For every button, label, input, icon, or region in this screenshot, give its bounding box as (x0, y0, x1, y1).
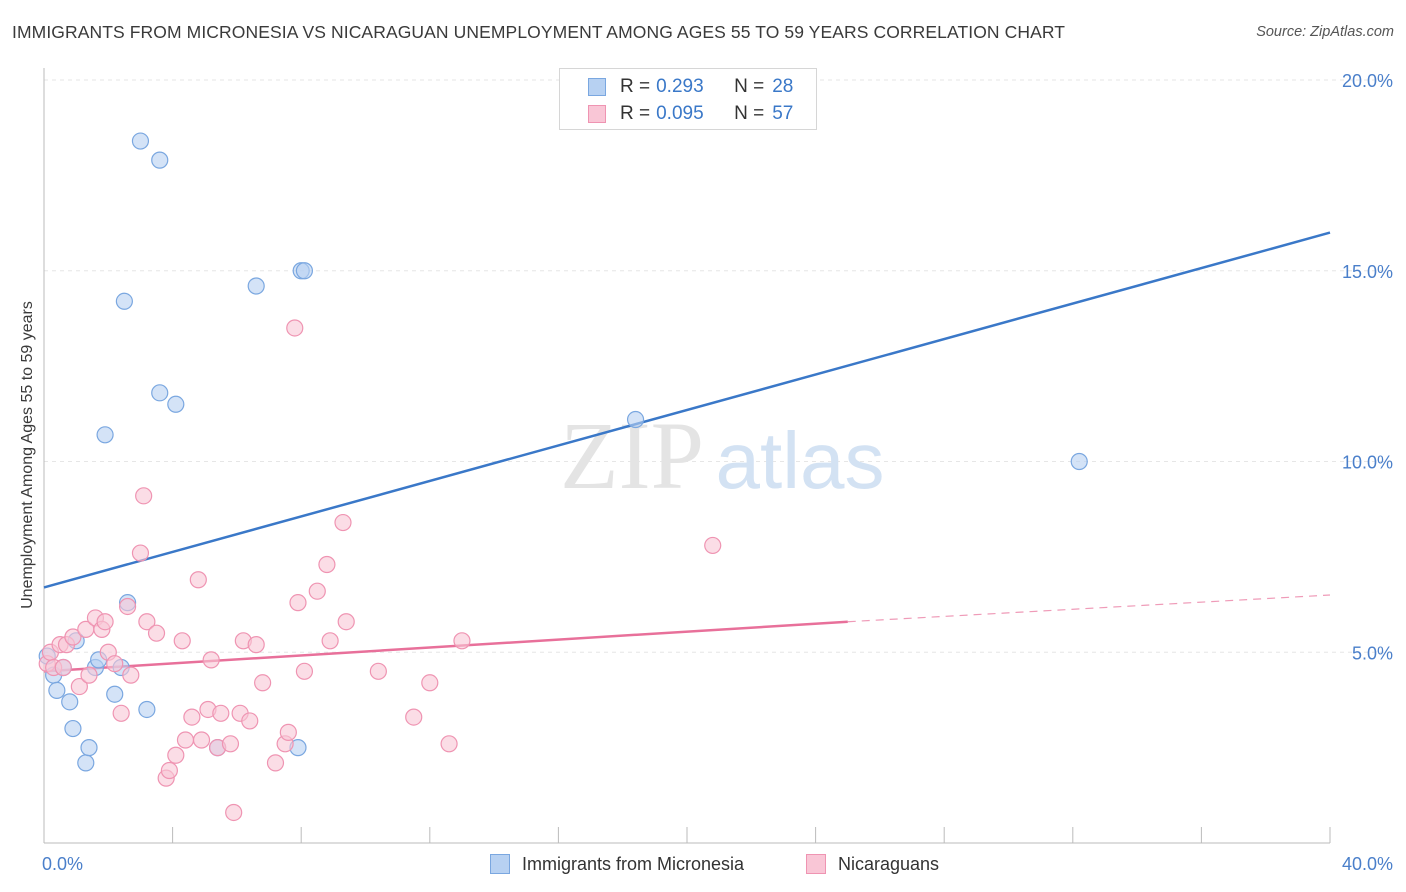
y-tick-label-3: 20.0% (1342, 71, 1393, 91)
point-s1-54 (421, 674, 439, 692)
point-s1-31 (202, 651, 220, 669)
point-s1-14 (106, 655, 124, 673)
chart-title: IMMIGRANTS FROM MICRONESIA VS NICARAGUAN… (12, 22, 1066, 42)
point-s1-23 (160, 761, 178, 780)
trend-lines (43, 231, 1331, 673)
point-s1-53 (405, 708, 423, 726)
data-points (38, 132, 1088, 822)
y-tick-label-0: 5.0% (1352, 643, 1393, 663)
point-s1-9 (80, 666, 98, 684)
point-s1-6 (64, 628, 82, 646)
point-s1-51 (337, 613, 355, 631)
legend-n-value: 57 (772, 103, 794, 124)
bottom-legend-label-nicaraguans: Nicaraguans (838, 853, 940, 874)
point-s1-38 (241, 712, 259, 730)
point-s1-35 (225, 803, 243, 822)
point-s1-18 (131, 544, 150, 562)
point-s1-47 (308, 582, 326, 600)
legend-row-nicaraguans: R = 0.095 N = 57 (588, 102, 793, 126)
point-s1-25 (173, 632, 191, 650)
point-s1-26 (176, 731, 195, 749)
point-s1-29 (192, 731, 211, 749)
source-label: Source: ZipAtlas.com (1256, 24, 1394, 40)
point-s1-17 (122, 666, 140, 684)
point-s1-41 (266, 754, 285, 772)
point-s1-52 (369, 662, 387, 680)
bottom-legend-nicaraguans: Nicaraguans (806, 851, 939, 877)
point-s1-27 (183, 708, 201, 726)
point-s1-49 (321, 632, 339, 650)
point-s1-19 (135, 487, 153, 505)
point-s1-16 (118, 597, 137, 616)
point-s0-12 (106, 685, 124, 703)
legend-swatch-nicaraguans (588, 105, 606, 123)
point-s1-7 (70, 677, 88, 696)
point-s1-56 (453, 632, 471, 650)
point-s1-45 (289, 594, 307, 612)
legend-r-value: 0.293 (656, 76, 704, 97)
legend-n-label: N = (734, 103, 765, 124)
bottom-legend-label-micronesia: Immigrants from Micronesia (522, 853, 745, 874)
point-s0-27 (1070, 452, 1088, 471)
point-s1-21 (147, 624, 166, 642)
point-s1-34 (221, 735, 240, 753)
point-s0-26 (626, 410, 645, 429)
axes (43, 68, 1331, 844)
trend-line-s1 (43, 620, 848, 673)
point-s0-14 (115, 292, 133, 310)
point-s1-28 (189, 571, 207, 589)
legend-r-label: R = (620, 76, 651, 97)
grid-lines (44, 79, 1392, 653)
legend-swatch-micronesia (588, 78, 606, 96)
point-s0-17 (138, 700, 156, 719)
point-s1-40 (254, 674, 272, 692)
point-s1-44 (286, 319, 304, 337)
point-s1-24 (167, 746, 185, 764)
point-s0-22 (247, 277, 265, 295)
point-s0-25 (295, 262, 314, 280)
bottom-legend-swatch-micronesia (490, 854, 510, 874)
point-s0-8 (80, 739, 98, 757)
point-s0-4 (61, 693, 79, 711)
x-tick-label-0: 0.0% (42, 854, 83, 874)
point-s1-48 (318, 555, 336, 574)
point-s1-39 (247, 636, 265, 654)
point-s0-20 (167, 395, 185, 413)
legend-n-label: N = (734, 76, 765, 97)
legend-n-value: 28 (772, 76, 794, 97)
point-s1-33 (212, 704, 230, 722)
y-tick-label-2: 15.0% (1342, 262, 1393, 282)
point-s0-11 (96, 426, 114, 444)
tick-labels: 5.0% 10.0% 15.0% 20.0% 0.0% 40.0% (42, 71, 1393, 874)
trend-line-s0 (43, 231, 1331, 589)
point-s0-16 (131, 132, 150, 150)
point-s0-18 (151, 151, 169, 169)
point-s1-4 (54, 658, 72, 677)
y-axis-label: Unemployment Among Ages 55 to 59 years (19, 301, 36, 609)
trend-extension-s1 (847, 594, 1331, 623)
point-s1-57 (704, 536, 722, 555)
point-s0-19 (151, 384, 169, 402)
point-s1-15 (112, 704, 130, 722)
point-s0-5 (64, 719, 82, 738)
y-tick-label-1: 10.0% (1342, 453, 1393, 473)
watermark: ZIP atlas (560, 402, 884, 509)
legend-r-value: 0.095 (656, 103, 704, 124)
point-s1-20 (138, 613, 156, 631)
bottom-legend-micronesia: Immigrants from Micronesia (490, 851, 744, 877)
legend-r-label: R = (620, 103, 651, 124)
legend-row-micronesia: R = 0.293 N = 28 (588, 75, 793, 99)
watermark-atlas: atlas (716, 416, 885, 505)
point-s1-55 (440, 735, 458, 753)
point-s1-43 (279, 723, 297, 741)
point-s1-12 (96, 613, 114, 631)
correlation-legend: R = 0.293 N = 28 R = 0.095 N = 57 (559, 68, 817, 130)
point-s0-7 (77, 754, 95, 772)
point-s1-46 (295, 662, 314, 680)
point-s0-2 (48, 681, 66, 700)
x-tick-label-1: 40.0% (1342, 854, 1393, 874)
point-s1-50 (334, 513, 352, 532)
bottom-legend-swatch-nicaraguans (806, 854, 826, 874)
